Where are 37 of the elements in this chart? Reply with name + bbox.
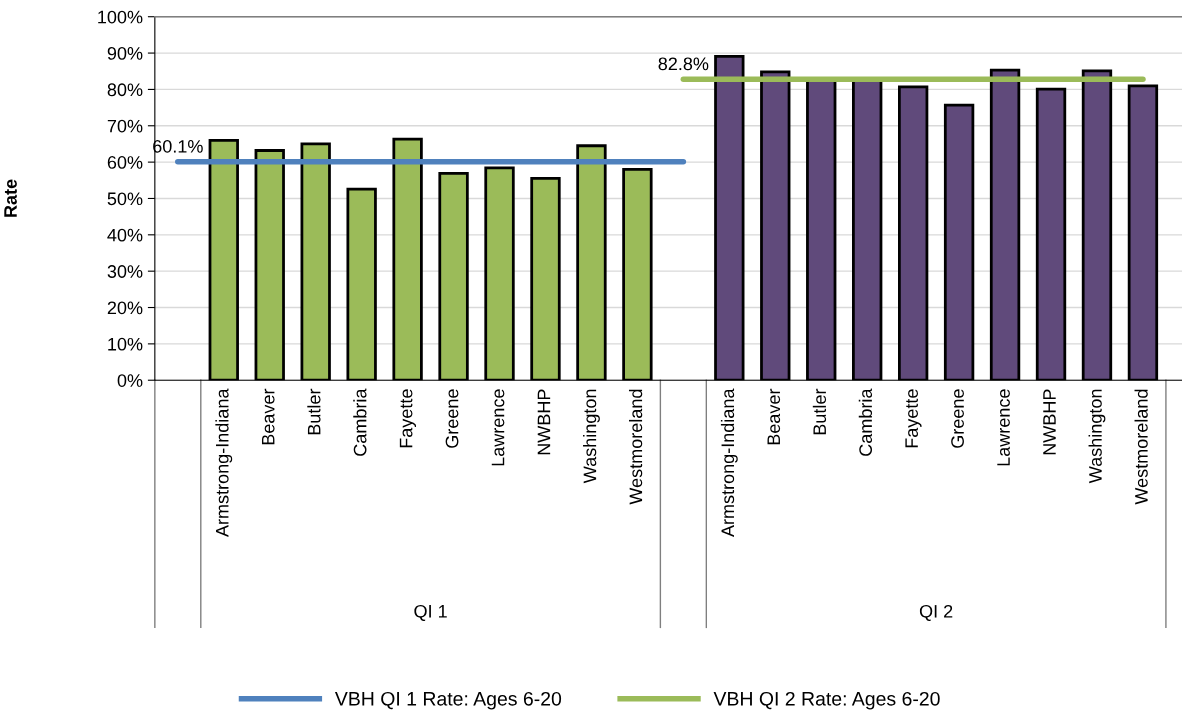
x-tick-label: Washington: [1088, 389, 1106, 484]
x-tick-label: Greene: [445, 389, 459, 448]
legend-label: VBH QI 2 Rate: Ages 6-20: [713, 691, 940, 710]
x-tick-label: Lawrence: [997, 389, 1010, 466]
x-tick-label: Armstrong-Indiana: [720, 388, 738, 538]
x-tick-label: NWBHP: [1043, 389, 1056, 455]
x-tick-label: Beaver: [261, 388, 275, 445]
y-tick-label: 50%: [107, 192, 143, 206]
x-tick-label: Fayette: [399, 389, 417, 448]
y-tick-label: 0%: [117, 374, 143, 387]
x-tick-label: Beaver: [767, 388, 781, 445]
data-label: 82.8%: [658, 57, 709, 71]
text: QI 2: [919, 604, 953, 621]
x-tick-label: Westmoreland: [1134, 389, 1148, 505]
y-tick-label: 30%: [107, 265, 143, 278]
y-tick-label: 80%: [107, 83, 143, 97]
y-tick-label: 100%: [98, 10, 143, 24]
x-tick-label: Butler: [307, 388, 321, 435]
x-tick-label: Fayette: [905, 389, 922, 448]
x-tick-label: Westmoreland: [628, 389, 643, 505]
x-tick-label: Cambria: [858, 388, 873, 456]
x-tick-label: NWBHP: [537, 389, 551, 455]
y-tick-label: 10%: [108, 337, 143, 351]
y-tick-label: 60%: [107, 156, 143, 169]
y-axis-title: Rate: [4, 179, 17, 217]
x-tick-label: Butler: [812, 388, 827, 435]
legend-label: VBH QI 1 Rate: Ages 6-20: [334, 691, 562, 710]
y-tick-label: 20%: [107, 301, 143, 315]
x-tick-label: Lawrence: [491, 389, 505, 466]
y-tick-label: 70%: [107, 119, 143, 133]
x-tick-label: Armstrong-Indiana: [215, 388, 233, 538]
y-tick-label: 90%: [107, 47, 143, 60]
text: QI 1: [414, 604, 447, 621]
y-tick-label: 40%: [107, 228, 143, 242]
x-tick-label: Washington: [583, 389, 600, 484]
x-tick-label: Cambria: [353, 388, 367, 456]
x-tick-label: Greene: [951, 389, 964, 448]
